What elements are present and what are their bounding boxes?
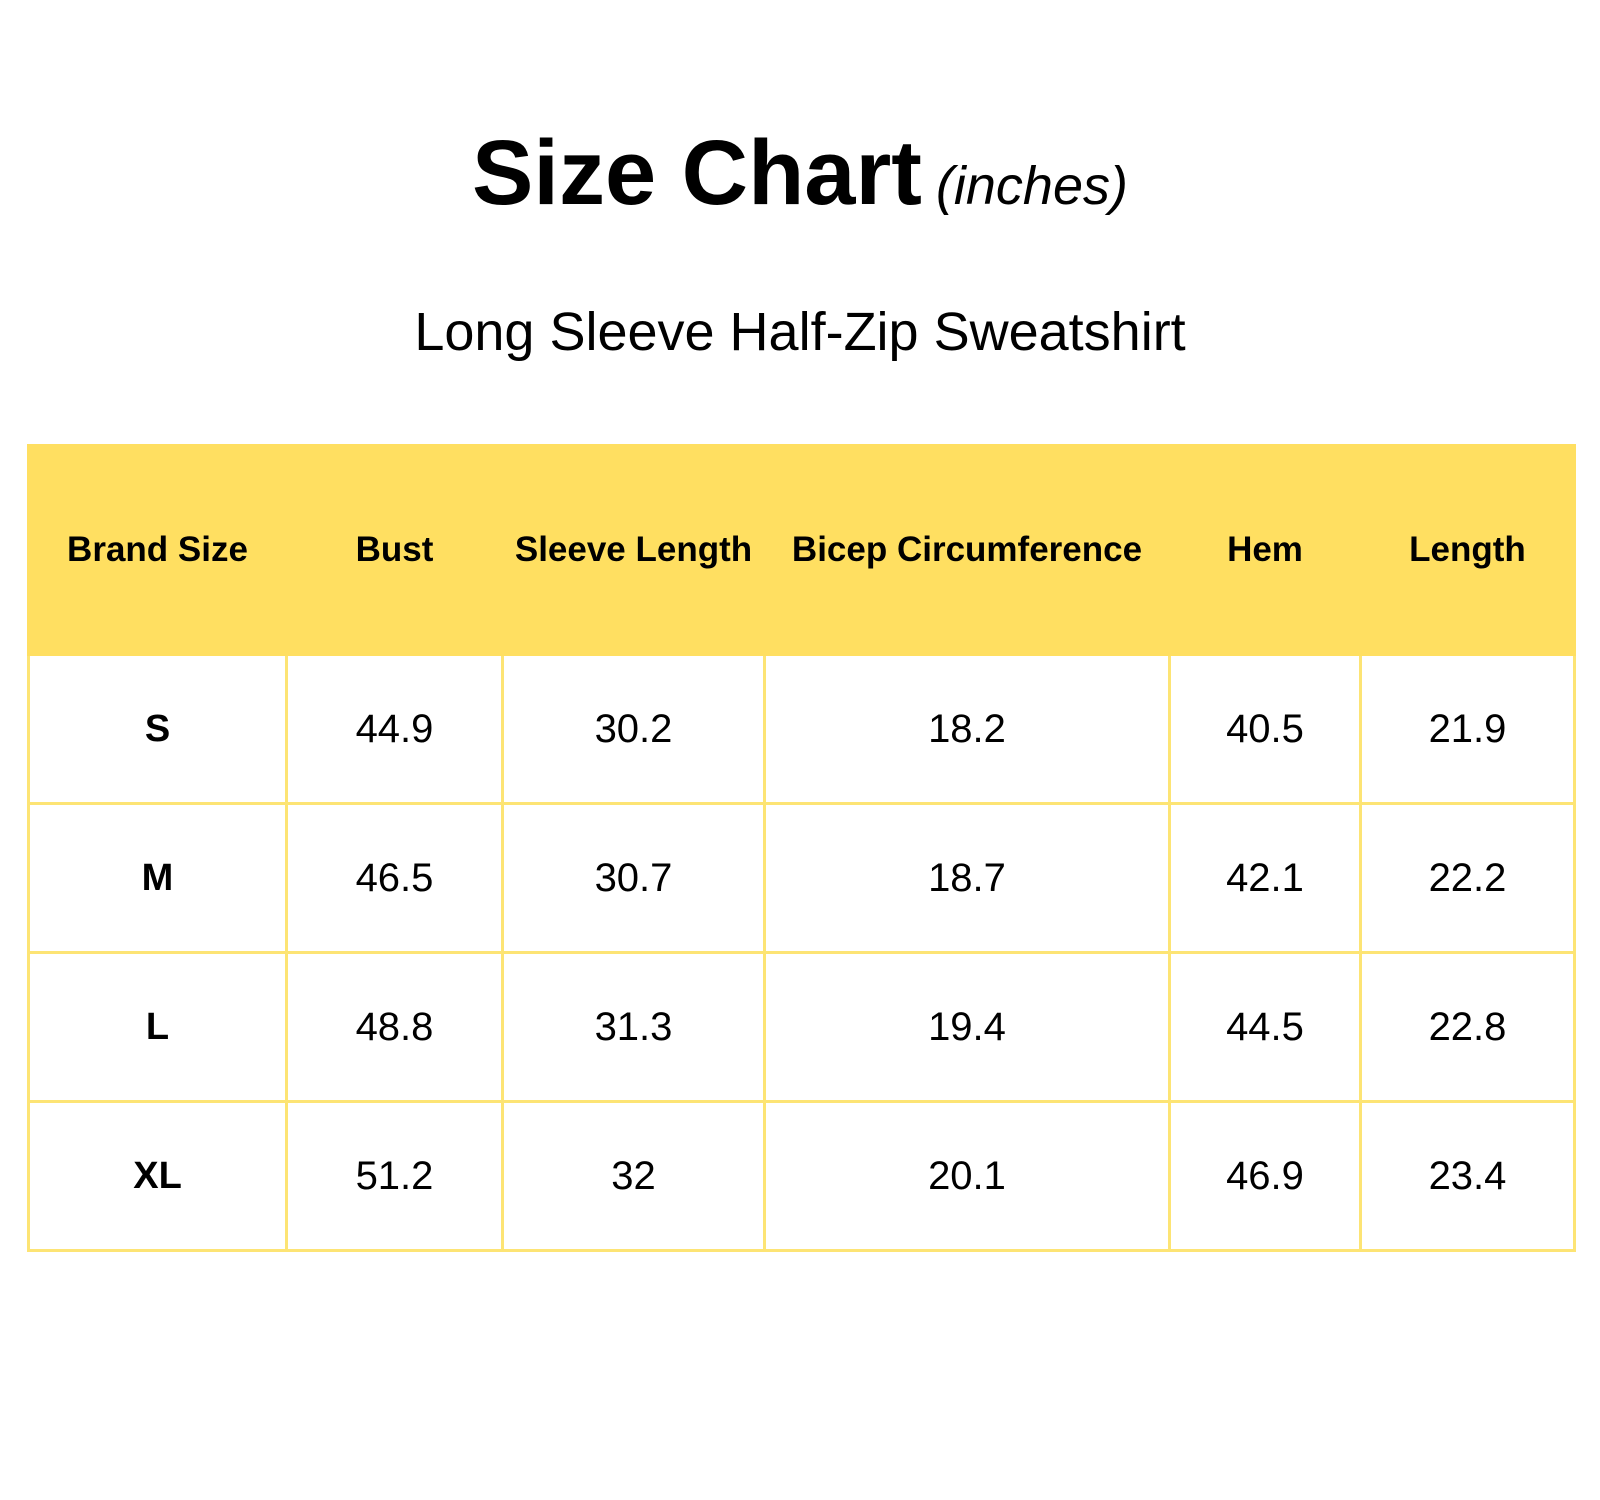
hem-cell: 40.5 [1168,653,1362,805]
bust-cell: 44.9 [285,653,504,805]
size-cell: M [27,802,288,954]
sleeve-length-cell: 31.3 [501,951,766,1103]
sleeve-length-cell: 32 [501,1100,766,1252]
column-header-brand-size: Brand Size [27,444,288,656]
title-unit: (inches) [935,156,1128,216]
column-header-length: Length [1359,444,1576,656]
page-title: Size Chart (inches) [0,118,1600,241]
hem-cell: 46.9 [1168,1100,1362,1252]
size-cell: S [27,653,288,805]
table-row: S 44.9 30.2 18.2 40.5 21.9 [27,653,1576,805]
title-text: Size Chart [472,122,922,224]
bicep-circumference-cell: 20.1 [763,1100,1171,1252]
size-cell: L [27,951,288,1103]
column-header-hem: Hem [1168,444,1362,656]
hem-cell: 42.1 [1168,802,1362,954]
column-header-sleeve-length: Sleeve Length [501,444,766,656]
bicep-circumference-cell: 18.2 [763,653,1171,805]
table-header-row: Brand Size Bust Sleeve Length Bicep Circ… [27,444,1576,656]
bust-cell: 46.5 [285,802,504,954]
size-table: Brand Size Bust Sleeve Length Bicep Circ… [27,444,1576,1252]
sleeve-length-cell: 30.2 [501,653,766,805]
sleeve-length-cell: 30.7 [501,802,766,954]
size-cell: XL [27,1100,288,1252]
bicep-circumference-cell: 19.4 [763,951,1171,1103]
column-header-bicep-circumference: Bicep Circumference [763,444,1171,656]
table-row: M 46.5 30.7 18.7 42.1 22.2 [27,802,1576,954]
bust-cell: 51.2 [285,1100,504,1252]
length-cell: 21.9 [1359,653,1576,805]
column-header-bust: Bust [285,444,504,656]
hem-cell: 44.5 [1168,951,1362,1103]
product-name: Long Sleeve Half-Zip Sweatshirt [414,302,1186,362]
table-row: L 48.8 31.3 19.4 44.5 22.8 [27,951,1576,1103]
bicep-circumference-cell: 18.7 [763,802,1171,954]
length-cell: 22.8 [1359,951,1576,1103]
length-cell: 23.4 [1359,1100,1576,1252]
length-cell: 22.2 [1359,802,1576,954]
bust-cell: 48.8 [285,951,504,1103]
table-row: XL 51.2 32 20.1 46.9 23.4 [27,1100,1576,1252]
